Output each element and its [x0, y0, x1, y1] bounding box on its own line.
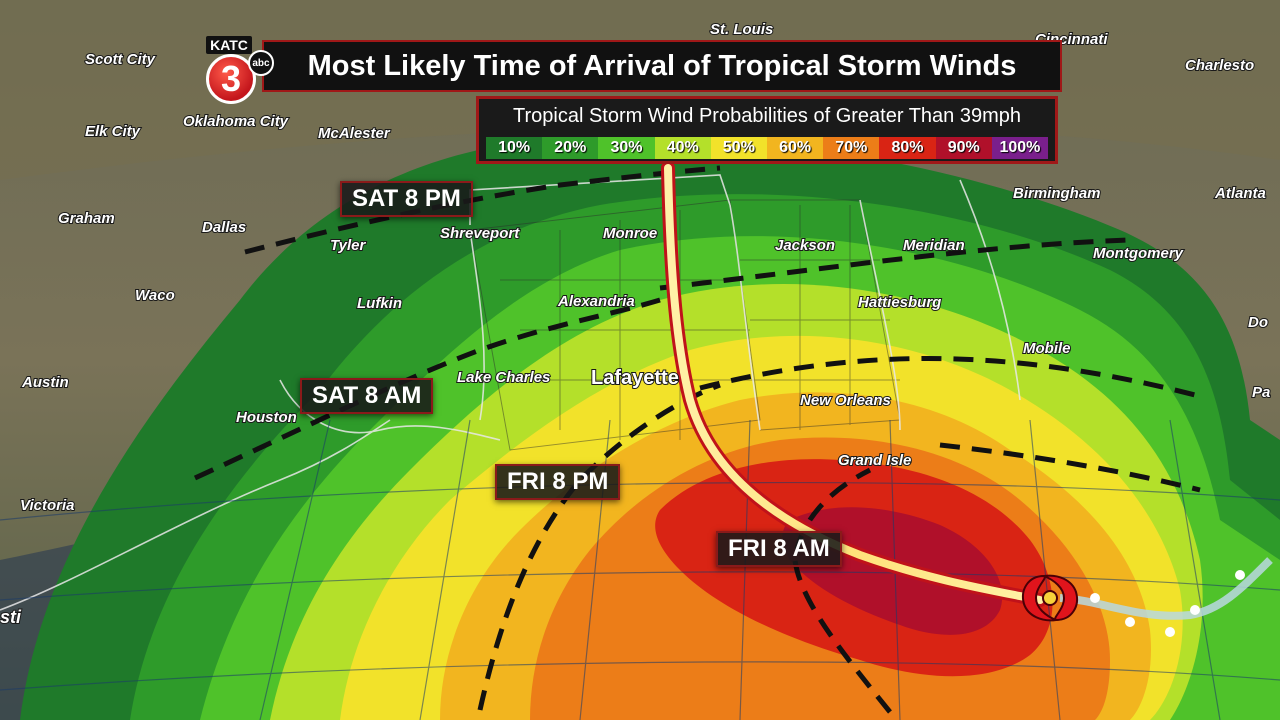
city-label: Lufkin	[357, 295, 402, 312]
arrival-label-sat-8pm: SAT 8 PM	[340, 181, 473, 217]
legend-level: 20%	[542, 137, 599, 159]
legend-level: 90%	[935, 137, 992, 159]
fri-8am-line	[792, 467, 892, 714]
arrival-label-sat-8am: SAT 8 AM	[300, 378, 434, 414]
county-lines	[469, 199, 901, 451]
legend-level: 10%	[486, 137, 543, 159]
legend-level: 40%	[654, 137, 711, 159]
probability-contours	[20, 135, 1280, 720]
city-label: Atlanta	[1214, 185, 1266, 202]
city-label: Hattiesburg	[858, 294, 941, 311]
city-label: Graham	[58, 210, 115, 227]
lat-lon-grid	[0, 419, 1280, 720]
arrival-label-fri-8pm: FRI 8 PM	[495, 464, 621, 500]
city-label: Jackson	[775, 237, 835, 254]
arrival-label-fri-8am: FRI 8 AM	[716, 531, 842, 567]
city-label: Grand Isle	[838, 452, 911, 469]
storm-track	[661, 161, 1273, 637]
city-label: Houston	[236, 409, 297, 426]
city-label: Monroe	[603, 225, 657, 242]
network-logo: abc	[248, 50, 274, 76]
city-label: New Orleans	[800, 392, 891, 409]
city-label: McAlester	[318, 125, 391, 142]
sat-8am-line	[193, 297, 661, 481]
past-track-point	[1235, 570, 1245, 580]
legend-level: 80%	[879, 137, 936, 159]
fri-8pm-line	[477, 382, 721, 711]
past-track-point	[1190, 605, 1200, 615]
city-label: Tyler	[330, 237, 366, 254]
legend-color-scale: 10% 20% 30% 40% 50% 60% 70% 80% 90% 100%	[486, 137, 1049, 159]
fri-8pm-line-east	[939, 442, 1201, 493]
channel-number: 3	[206, 54, 256, 104]
city-label: Mobile	[1023, 340, 1071, 357]
past-track-point	[1125, 617, 1135, 627]
city-label: Montgomery	[1093, 245, 1184, 262]
probability-legend: Tropical Storm Wind Probabilities of Gre…	[476, 96, 1058, 164]
city-label: Dallas	[202, 219, 246, 236]
city-label: St. Louis	[710, 21, 773, 38]
city-label: Alexandria	[557, 293, 635, 310]
city-label: Waco	[135, 287, 175, 304]
sat-8pm-line-east	[659, 237, 1131, 291]
city-label: Meridian	[903, 237, 965, 254]
city-label: Victoria	[20, 497, 74, 514]
past-track-point	[1090, 593, 1100, 603]
page-title: Most Likely Time of Arrival of Tropical …	[307, 49, 1017, 82]
past-track-point	[1165, 627, 1175, 637]
city-label: Oklahoma City	[183, 113, 289, 130]
city-label-lafayette: Lafayette	[591, 367, 679, 389]
legend-title: Tropical Storm Wind Probabilities of Gre…	[513, 105, 1021, 127]
title-bar: Most Likely Time of Arrival of Tropical …	[262, 40, 1062, 92]
city-label: Birmingham	[1013, 185, 1101, 202]
legend-level: 70%	[823, 137, 880, 159]
station-logo: KATC 3 abc	[200, 36, 290, 112]
legend-level: 100%	[991, 137, 1049, 159]
arrival-time-lines	[193, 165, 1201, 714]
city-label: Elk City	[85, 123, 141, 140]
city-label: Austin	[21, 374, 69, 391]
city-label: sti	[0, 607, 22, 627]
legend-level: 30%	[598, 137, 655, 159]
hurricane-icon	[1022, 574, 1078, 622]
past-track	[1059, 557, 1273, 620]
city-label: Charlesto	[1185, 57, 1254, 74]
legend-level: 50%	[710, 137, 768, 159]
city-label: Shreveport	[440, 225, 520, 242]
city-label: Do	[1248, 314, 1268, 331]
station-name: KATC	[206, 36, 252, 54]
city-label: Scott City	[85, 51, 156, 68]
city-labels: St. Louis Cincinnati Scott City Charlest…	[0, 20, 1271, 628]
sat-8am-line-east	[699, 356, 1196, 398]
legend-level: 60%	[767, 137, 824, 159]
city-label: Pa	[1252, 384, 1270, 401]
city-label: Lake Charles	[457, 369, 550, 386]
